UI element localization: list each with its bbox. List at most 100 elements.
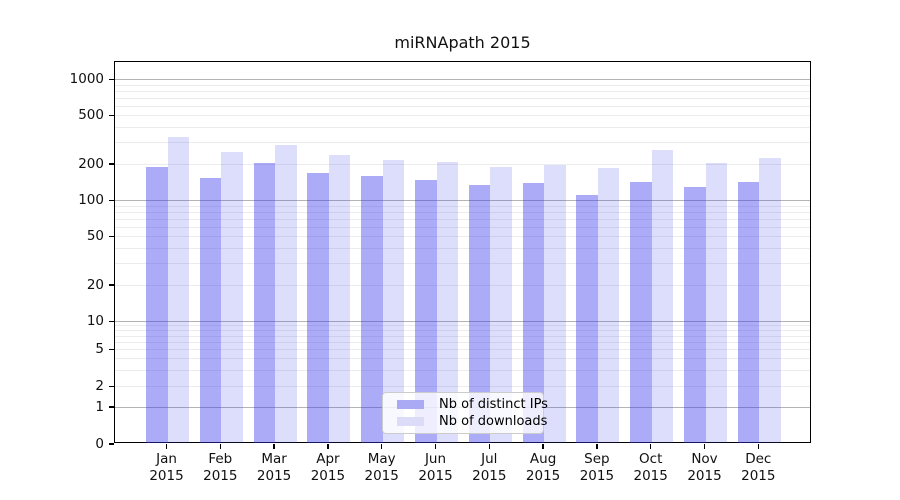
x-tick-year: 2015 [741,468,776,484]
major-gridline-1000 [115,79,810,80]
y-tick-mark-0 [108,443,114,445]
x-tick-year: 2015 [256,468,292,484]
x-tick-month: Oct [639,451,663,467]
bar-downloads-dec [759,157,781,444]
major-gridline-10 [115,321,810,322]
x-tick-month: Dec [745,451,772,467]
y-tick-label-100: 100 [78,192,104,208]
x-tick-mark-oct [649,444,652,449]
y-tick-mark-1 [108,406,114,408]
x-tick-month: Apr [316,451,340,467]
bar-ips-dec [737,181,760,444]
x-tick-year: 2015 [418,468,453,484]
x-tick-mark-jun [434,444,437,449]
minor-gridline-900 [115,84,810,86]
x-tick-mark-aug [542,444,544,449]
x-tick-month: Nov [691,451,718,467]
x-tick-mark-mar [273,444,275,449]
bar-downloads-sep [597,167,620,444]
bar-ips-jun [415,179,437,444]
x-tick-month: Jul [481,451,498,467]
x-tick-year: 2015 [203,468,238,484]
legend: Nb of distinct IPs Nb of downloads [382,392,548,434]
minor-gridline-6 [115,341,810,343]
y-tick-mark-500 [108,114,114,117]
bar-downloads-jun [436,162,458,444]
x-tick-mark-feb [219,444,222,449]
minor-gridline-50 [115,236,810,238]
x-tick-label-may: May 2015 [352,451,412,485]
legend-swatch-downloads-icon [397,417,424,426]
minor-gridline-8 [115,330,810,332]
minor-gridline-7 [115,335,810,337]
x-tick-month: Jun [424,451,447,467]
minor-gridline-500 [115,115,810,117]
x-tick-month: May [367,451,396,467]
x-tick-label-jan: Jan 2015 [137,451,197,485]
bar-ips-may [361,176,383,444]
x-tick-year: 2015 [149,468,184,484]
bar-downloads-apr [328,154,351,444]
y-tick-label-20: 20 [86,276,104,293]
minor-gridline-800 [115,90,810,92]
x-tick-label-apr: Apr 2015 [298,451,358,485]
y-tick-label-2: 2 [95,378,104,394]
x-tick-label-jul: Jul 2015 [459,451,519,485]
bar-ips-oct [630,181,652,444]
y-tick-mark-1000 [108,78,114,80]
y-tick-mark-200 [108,163,114,165]
legend-item-downloads: Nb of downloads [383,414,547,429]
minor-gridline-90 [115,205,810,207]
x-tick-month: Sep [584,451,610,467]
x-tick-year: 2015 [310,468,346,484]
x-tick-label-feb: Feb 2015 [190,451,250,485]
minor-gridline-9 [115,325,810,327]
y-tick-label-0: 0 [95,435,104,452]
plot-area: Nb of distinct IPs Nb of downloads [114,61,811,444]
legend-label-distinct-ips: Nb of distinct IPs [439,397,548,412]
bar-ips-jan [146,167,168,444]
chart-title: miRNApath 2015 [394,33,531,52]
x-tick-mark-nov [703,444,706,449]
minor-gridline-400 [115,127,810,129]
x-tick-year: 2015 [364,468,399,484]
minor-gridline-3 [115,369,810,371]
y-tick-label-500: 500 [78,107,104,124]
x-tick-month: Aug [529,451,557,467]
minor-gridline-30 [115,263,810,265]
y-tick-label-1: 1 [95,398,104,415]
minor-gridline-2 [115,386,810,387]
minor-gridline-700 [115,97,810,99]
bar-downloads-nov [705,163,727,444]
bar-ips-aug [522,183,545,444]
minor-gridline-80 [115,211,810,213]
x-tick-year: 2015 [579,468,615,484]
x-tick-month: Jan [156,451,177,467]
x-tick-label-jun: Jun 2015 [406,451,466,485]
legend-item-distinct-ips: Nb of distinct IPs [383,397,548,412]
bar-ips-nov [684,187,706,444]
bar-downloads-aug [544,164,566,444]
x-tick-year: 2015 [687,468,722,484]
x-tick-mark-apr [327,444,329,449]
x-tick-year: 2015 [633,468,668,484]
bar-ips-apr [307,173,329,444]
x-tick-mark-dec [757,444,760,449]
minor-gridline-300 [115,142,810,144]
bar-downloads-feb [221,151,243,444]
minor-gridline-70 [115,218,810,220]
y-tick-mark-50 [108,235,114,238]
x-tick-mark-sep [596,444,598,449]
x-tick-label-nov: Nov 2015 [675,451,735,485]
minor-gridline-200 [115,163,810,165]
y-tick-label-10: 10 [86,313,104,329]
y-tick-mark-20 [108,284,114,286]
y-tick-label-50: 50 [86,228,104,245]
legend-swatch-distinct-ips-icon [397,400,424,409]
bar-ips-feb [199,177,222,444]
x-tick-mark-jan [165,444,168,449]
bar-downloads-jan [167,137,189,444]
minor-gridline-600 [115,105,810,107]
bar-downloads-oct [651,149,674,444]
